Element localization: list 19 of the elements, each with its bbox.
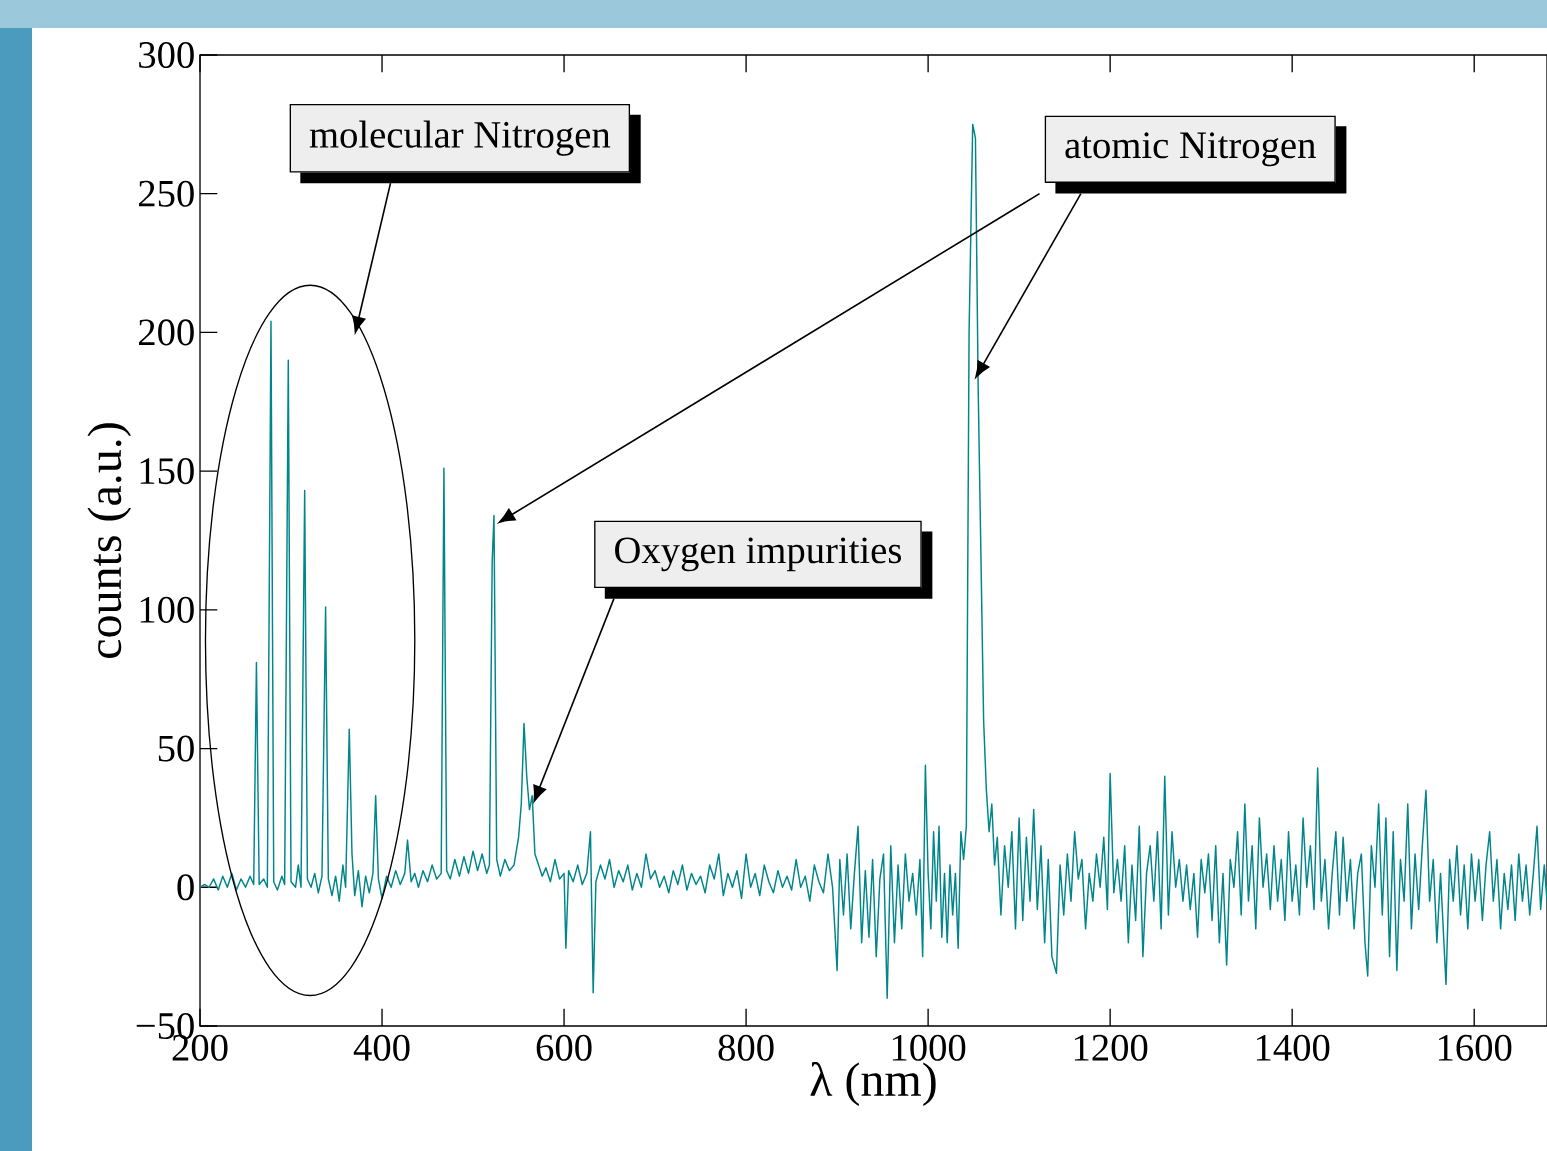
y-tick-label: 0	[177, 874, 194, 901]
x-tick-label: 1400	[1256, 1034, 1330, 1061]
y-tick-label: 150	[140, 458, 194, 485]
y-tick-label: 300	[139, 41, 194, 69]
y-axis-title: counts (a.u.)	[87, 423, 131, 658]
x-tick-label: 600	[536, 1034, 592, 1061]
y-tick-label: 200	[138, 319, 194, 346]
x-tick-label: 1000	[892, 1034, 966, 1061]
annotation: Oxygen impurities	[615, 537, 902, 572]
x-axis-title: λ (nm)	[810, 1061, 936, 1106]
x-tick-label: 400	[353, 1034, 410, 1061]
y-tick-label: 50	[158, 735, 194, 762]
y-tick-label: 250	[138, 180, 194, 207]
x-tick-label: 1600	[1438, 1034, 1512, 1061]
x-tick-label: 800	[718, 1034, 774, 1061]
annotation: molecular Nitrogen	[309, 120, 611, 156]
y-tick-label: 100	[140, 596, 194, 623]
x-tick-label: 1200	[1074, 1034, 1148, 1061]
annotation: atomic Nitrogen	[1065, 132, 1316, 167]
